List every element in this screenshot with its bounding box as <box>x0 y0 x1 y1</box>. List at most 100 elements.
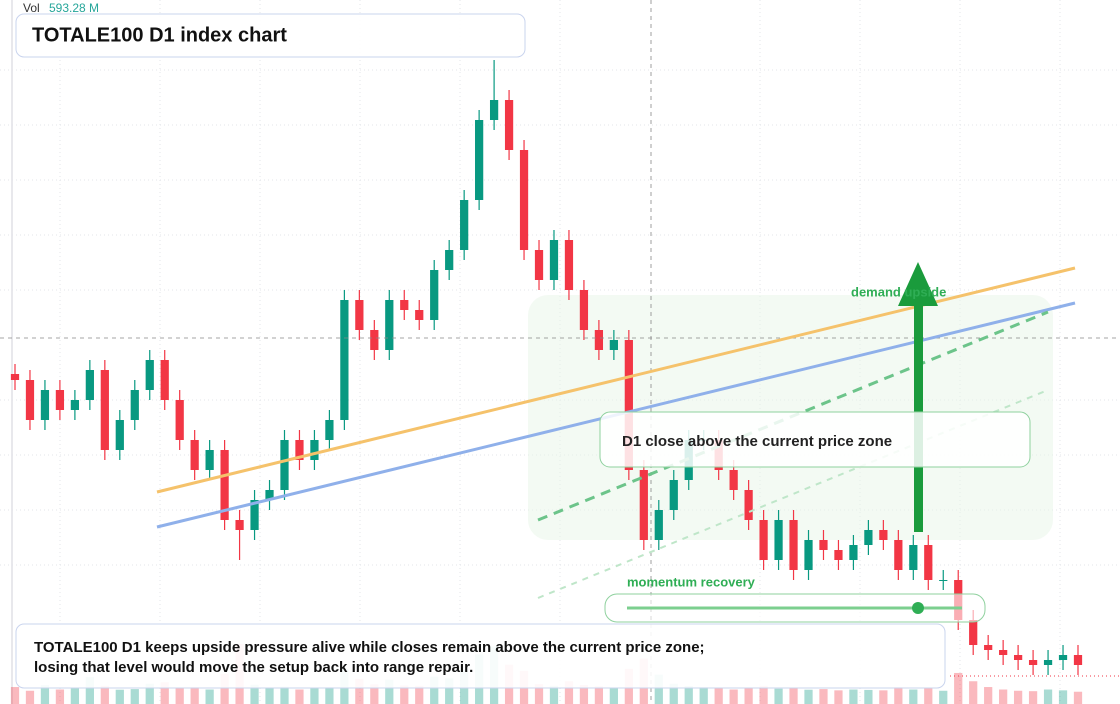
volume-bar <box>115 689 124 704</box>
volume-bar <box>774 688 783 704</box>
candle-body <box>130 390 139 420</box>
volume-bar <box>999 689 1008 704</box>
candle-body <box>999 650 1008 655</box>
title-box <box>15 13 526 58</box>
candle-body <box>609 340 618 350</box>
candle-body <box>939 580 948 581</box>
volume-bar <box>1058 690 1068 704</box>
volume-bar <box>265 687 274 704</box>
volume-bar <box>549 685 559 704</box>
candle-body <box>729 470 738 490</box>
volume-bar <box>969 681 978 704</box>
candle-body <box>340 300 349 420</box>
volume-bar <box>205 689 214 704</box>
volume-bar <box>1043 689 1053 704</box>
candle-body <box>549 240 559 280</box>
candle-body <box>25 380 35 420</box>
volume-bar <box>70 688 80 704</box>
volume-bar <box>654 674 663 704</box>
volume-bar <box>355 678 364 704</box>
volume-bar <box>190 687 199 704</box>
volume-bar <box>25 690 35 704</box>
candle-body <box>624 340 633 470</box>
volume-bar <box>729 689 738 704</box>
volume-bar <box>594 686 604 704</box>
volume-bar <box>130 689 139 704</box>
candle-body <box>864 530 873 545</box>
candle-body <box>1058 655 1068 660</box>
candle-body <box>834 550 843 560</box>
volume-bar <box>55 689 65 704</box>
volume-bar <box>924 688 933 704</box>
candle-body <box>759 520 768 560</box>
volume-bar <box>894 687 903 704</box>
candle-body <box>310 440 319 460</box>
candle-body <box>744 490 753 520</box>
candle-body <box>909 545 918 570</box>
candle-body <box>1013 655 1023 660</box>
volume-bar <box>849 689 858 704</box>
volume-bar <box>939 690 948 704</box>
volume-bar <box>669 683 678 704</box>
candle-body <box>924 545 933 580</box>
candle-body <box>445 250 454 270</box>
candle-body <box>579 290 589 330</box>
candle-body <box>804 540 813 570</box>
annotation: D1 close above the current price zone <box>622 433 892 450</box>
candle-body <box>1043 660 1053 665</box>
candle-body <box>355 300 364 330</box>
volume-bar <box>250 684 259 704</box>
candle-body <box>969 620 978 645</box>
volume-bar <box>400 685 409 704</box>
candle-body <box>475 120 484 200</box>
legend-label: Vol <box>23 1 40 15</box>
volume-bar <box>175 688 184 704</box>
volume-bar <box>819 689 828 704</box>
volume-bar <box>85 677 94 704</box>
candle-body <box>639 470 648 540</box>
candle-body <box>894 540 903 570</box>
volume-bar <box>370 684 379 704</box>
candle-body <box>295 440 304 460</box>
volume-bar <box>325 687 334 704</box>
candle-body <box>1073 655 1083 665</box>
candle-body <box>430 270 439 320</box>
candle-body <box>849 545 858 560</box>
volume-bar <box>385 679 394 704</box>
volume-bar <box>1028 691 1038 704</box>
candle-body <box>774 520 783 560</box>
candle-body <box>10 374 20 380</box>
target-arrow-head <box>898 262 938 306</box>
volume-bar <box>534 684 544 704</box>
candle-body <box>504 100 514 150</box>
volume-bar <box>699 687 708 704</box>
volume-bar <box>744 688 753 704</box>
candle-body <box>984 645 993 650</box>
volume-bar <box>684 686 693 704</box>
volume-bar <box>834 690 843 704</box>
candle-body <box>415 310 424 320</box>
candle-body <box>160 360 169 400</box>
volume-bar <box>100 685 109 704</box>
candle-body <box>220 450 229 520</box>
candle-layer <box>10 60 1083 675</box>
candle-body <box>789 520 798 570</box>
candle-body <box>205 450 214 470</box>
volume-bar <box>295 689 304 704</box>
candle-body <box>385 300 394 350</box>
volume-bar <box>879 690 888 704</box>
volume-bar <box>40 685 50 704</box>
volume-bar <box>579 684 589 704</box>
candle-body <box>280 440 289 490</box>
candle-body <box>400 300 409 310</box>
candle-body <box>325 420 334 440</box>
volume-bar <box>160 682 169 704</box>
volume-bar <box>1013 690 1023 704</box>
caption: TOTALE100 D1 keeps upside pressure alive… <box>34 639 705 656</box>
caption-box <box>15 623 946 689</box>
volume-bar <box>789 687 798 704</box>
candle-body <box>564 240 574 290</box>
candle-body <box>145 360 154 390</box>
volume-bar <box>909 689 918 704</box>
candle-body <box>55 390 65 410</box>
